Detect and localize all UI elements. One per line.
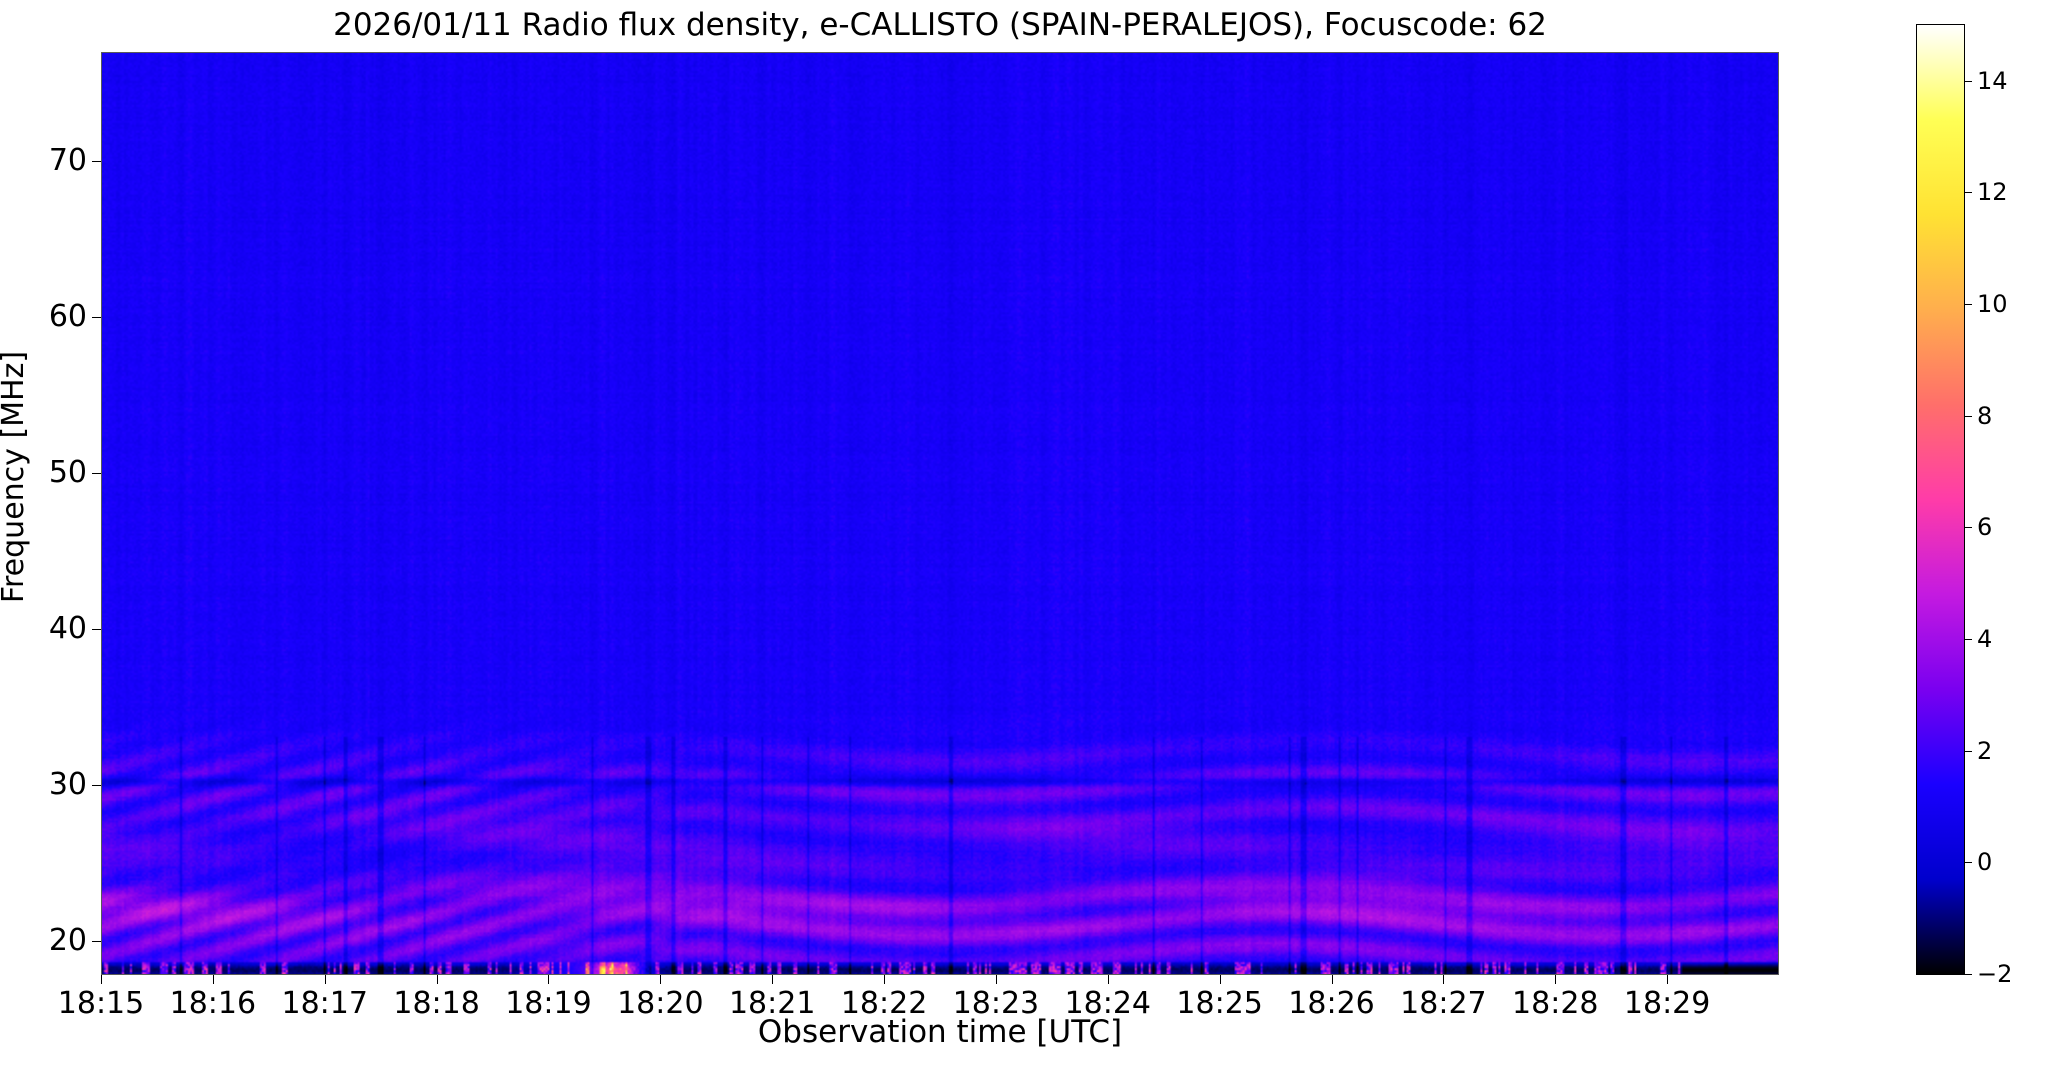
colorbar-tick-label: 10 <box>1977 290 2008 319</box>
x-tick-mark <box>1555 975 1557 984</box>
y-axis-label: Frequency [MHz] <box>0 350 31 604</box>
x-tick-label: 18:29 <box>1623 986 1711 1021</box>
colorbar-tick-label: 4 <box>1977 625 1993 654</box>
y-tick-label: 30 <box>48 766 87 802</box>
y-tick-mark <box>92 628 101 630</box>
x-tick-label: 18:27 <box>1400 986 1487 1021</box>
x-tick-mark <box>436 975 438 984</box>
y-tick-mark <box>92 472 101 474</box>
x-tick-mark <box>212 975 214 984</box>
colorbar-tick-label: 14 <box>1977 66 2008 95</box>
y-tick-mark <box>92 317 101 319</box>
colorbar-tick-mark <box>1964 862 1972 864</box>
colorbar-tick-mark <box>1964 639 1972 641</box>
x-tick-label: 18:24 <box>1064 986 1152 1021</box>
x-tick-label: 18:21 <box>728 986 816 1021</box>
colorbar-tick-label: 2 <box>1977 736 1993 765</box>
colorbar-tick-label: 0 <box>1977 848 1993 877</box>
y-tick-mark <box>92 784 101 786</box>
y-tick-label: 20 <box>48 922 87 958</box>
colorbar-tick-mark <box>1964 80 1972 82</box>
x-tick-label: 18:16 <box>169 986 257 1021</box>
x-tick-mark <box>660 975 662 984</box>
colorbar-tick-mark <box>1964 304 1972 306</box>
x-tick-mark <box>995 975 997 984</box>
y-tick-label: 40 <box>48 610 87 646</box>
x-tick-label: 18:26 <box>1288 986 1375 1021</box>
x-tick-mark <box>1331 975 1333 984</box>
x-tick-label: 18:20 <box>617 986 704 1021</box>
x-tick-label: 18:18 <box>393 986 480 1021</box>
x-tick-mark <box>1667 975 1669 984</box>
colorbar-gradient <box>1917 25 1964 974</box>
colorbar-tick-mark <box>1964 974 1972 975</box>
colorbar-tick-label: 6 <box>1977 513 1993 542</box>
x-tick-mark <box>772 975 774 984</box>
x-axis-label: Observation time [UTC] <box>757 1014 1123 1050</box>
y-tick-label: 60 <box>48 299 87 335</box>
x-tick-label: 18:19 <box>505 986 592 1021</box>
x-tick-label: 18:22 <box>840 986 928 1021</box>
x-tick-label: 18:25 <box>1176 986 1263 1021</box>
colorbar-tick-mark <box>1964 750 1972 752</box>
y-tick-label: 50 <box>48 454 87 490</box>
colorbar-tick-label: 12 <box>1977 178 2008 207</box>
page-title: 2026/01/11 Radio flux density, e-CALLIST… <box>333 7 1547 43</box>
y-tick-mark <box>92 940 101 942</box>
y-tick-mark <box>92 161 101 163</box>
x-tick-mark <box>884 975 886 984</box>
y-tick-label: 70 <box>48 143 87 179</box>
colorbar-tick-mark <box>1964 415 1972 417</box>
x-tick-label: 18:15 <box>57 986 145 1021</box>
colorbar-tick-label: −2 <box>1977 960 2013 988</box>
spectrogram-plot-area[interactable] <box>101 52 1779 975</box>
x-tick-mark <box>1107 975 1109 984</box>
colorbar[interactable]: −2 0 2 4 6 8 10 12 14 <box>1916 24 2012 986</box>
x-tick-mark <box>1443 975 1445 984</box>
spectrogram-image <box>102 53 1778 974</box>
x-tick-label: 18:17 <box>281 986 368 1021</box>
x-tick-mark <box>548 975 550 984</box>
x-tick-label: 18:28 <box>1512 986 1599 1021</box>
x-tick-mark <box>101 975 102 984</box>
x-tick-mark <box>324 975 326 984</box>
colorbar-tick-label: 8 <box>1977 401 1993 430</box>
colorbar-tick-mark <box>1964 527 1972 529</box>
x-tick-mark <box>1219 975 1221 984</box>
colorbar-tick-mark <box>1964 192 1972 194</box>
x-tick-label: 18:23 <box>952 986 1040 1021</box>
